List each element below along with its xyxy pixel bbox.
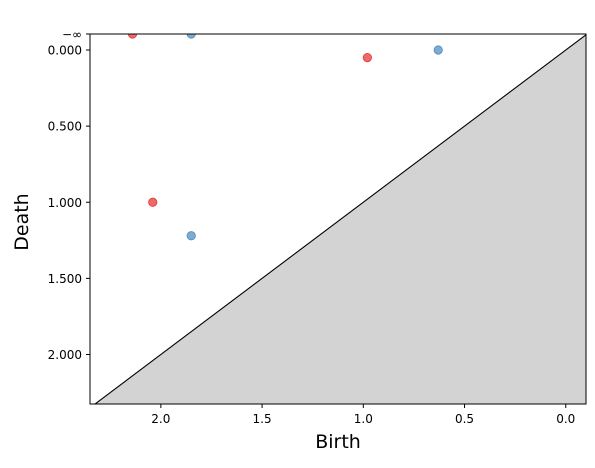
plot-frame: [89, 33, 587, 405]
x-axis-label: Birth: [315, 431, 361, 453]
point-series-0-0: [127, 34, 138, 39]
x-tick-label-3: 0.5: [455, 412, 474, 426]
y-tick-label-5: 2.000: [48, 348, 82, 362]
point-series-1-2: [186, 231, 196, 241]
x-tick-label-4: 0.0: [556, 412, 575, 426]
points-layer: [127, 34, 443, 241]
x-tick-label-2: 1.0: [354, 412, 373, 426]
point-series-0-2: [148, 197, 158, 207]
diagonal-line: [94, 34, 586, 404]
point-series-0-1: [362, 53, 372, 63]
point-series-1-1: [433, 45, 443, 55]
y-axis-ticks: −∞0.000 0.500 1.000 1.500 2.000: [48, 28, 90, 362]
y-tick-label-2: 0.500: [48, 120, 82, 134]
point-series-1-0: [186, 34, 196, 39]
y-tick-label-0: −∞: [62, 28, 82, 42]
y-tick-label-1: 0.000: [48, 43, 82, 57]
x-axis-ticks: 2.0 1.5 1.0 0.5 0.0: [151, 404, 575, 426]
y-axis-label: Death: [11, 193, 33, 250]
reference-lines-layer: [90, 34, 586, 404]
y-tick-label-4: 1.500: [48, 272, 82, 286]
x-tick-label-0: 2.0: [151, 412, 170, 426]
y-tick-label-3: 1.000: [48, 196, 82, 210]
x-tick-label-1: 1.5: [253, 412, 272, 426]
